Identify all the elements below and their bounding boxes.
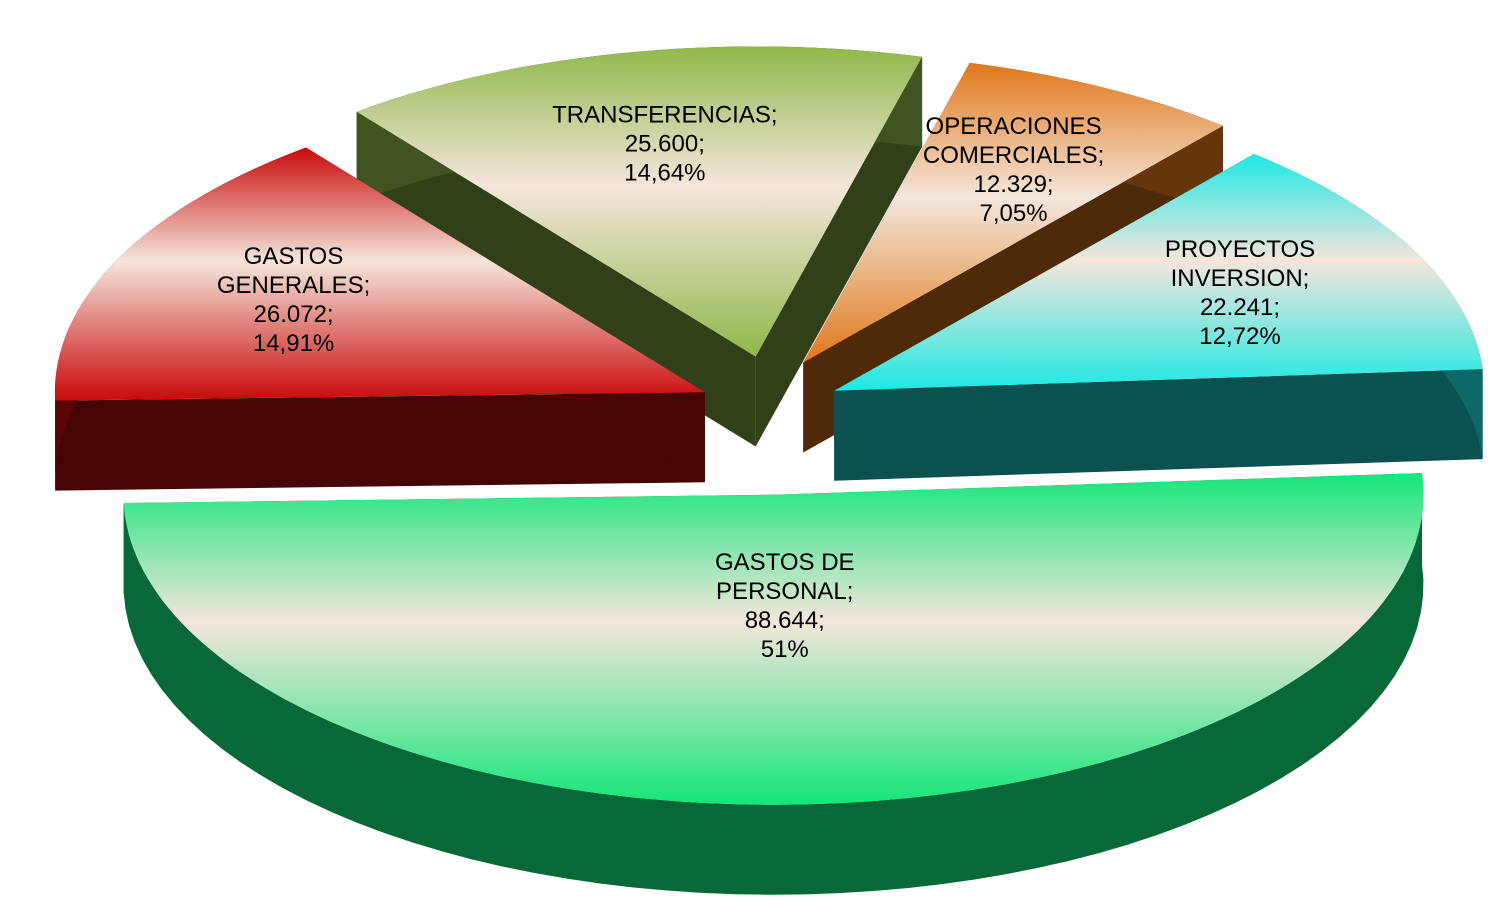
slice xyxy=(834,153,1483,391)
value-label: 12.329; xyxy=(973,171,1054,199)
category-label: OPERACIONES COMERCIALES; xyxy=(922,113,1105,170)
percentage-label: 14,64% xyxy=(624,159,706,187)
category-label: PROYECTOS INVERSION; xyxy=(1164,235,1316,292)
slice-side xyxy=(55,392,705,491)
data-label: PROYECTOS INVERSION; 22.241; 12,72% xyxy=(1115,235,1365,351)
slice xyxy=(123,473,1424,805)
value-label: 22.241; xyxy=(1199,293,1281,321)
data-label: GASTOS DE PERSONAL; 88.644; 51% xyxy=(660,548,910,664)
percentage-label: 7,05% xyxy=(979,200,1048,228)
slice xyxy=(356,46,923,357)
data-label: TRANSFERENCIAS; 25.600; 14,64% xyxy=(540,100,790,187)
category-label: GASTOS GENERALES; xyxy=(216,242,371,299)
slice xyxy=(803,62,1223,363)
percentage-label: 51% xyxy=(760,636,809,664)
slice-side xyxy=(755,56,923,447)
value-label: 25.600; xyxy=(624,130,705,158)
slice xyxy=(54,147,705,401)
value-label: 88.644; xyxy=(744,607,825,635)
category-label: TRANSFERENCIAS; xyxy=(552,101,778,129)
data-label: GASTOS GENERALES; 26.072; 14,91% xyxy=(169,242,419,358)
data-label: OPERACIONES COMERCIALES; 12.329; 7,05% xyxy=(889,112,1139,228)
slice-side xyxy=(834,369,1483,481)
category-label: GASTOS DE PERSONAL; xyxy=(714,549,855,606)
percentage-label: 12,72% xyxy=(1199,322,1281,350)
percentage-label: 14,91% xyxy=(252,329,335,357)
value-label: 26.072; xyxy=(253,300,334,328)
slice-wall xyxy=(123,473,1424,895)
